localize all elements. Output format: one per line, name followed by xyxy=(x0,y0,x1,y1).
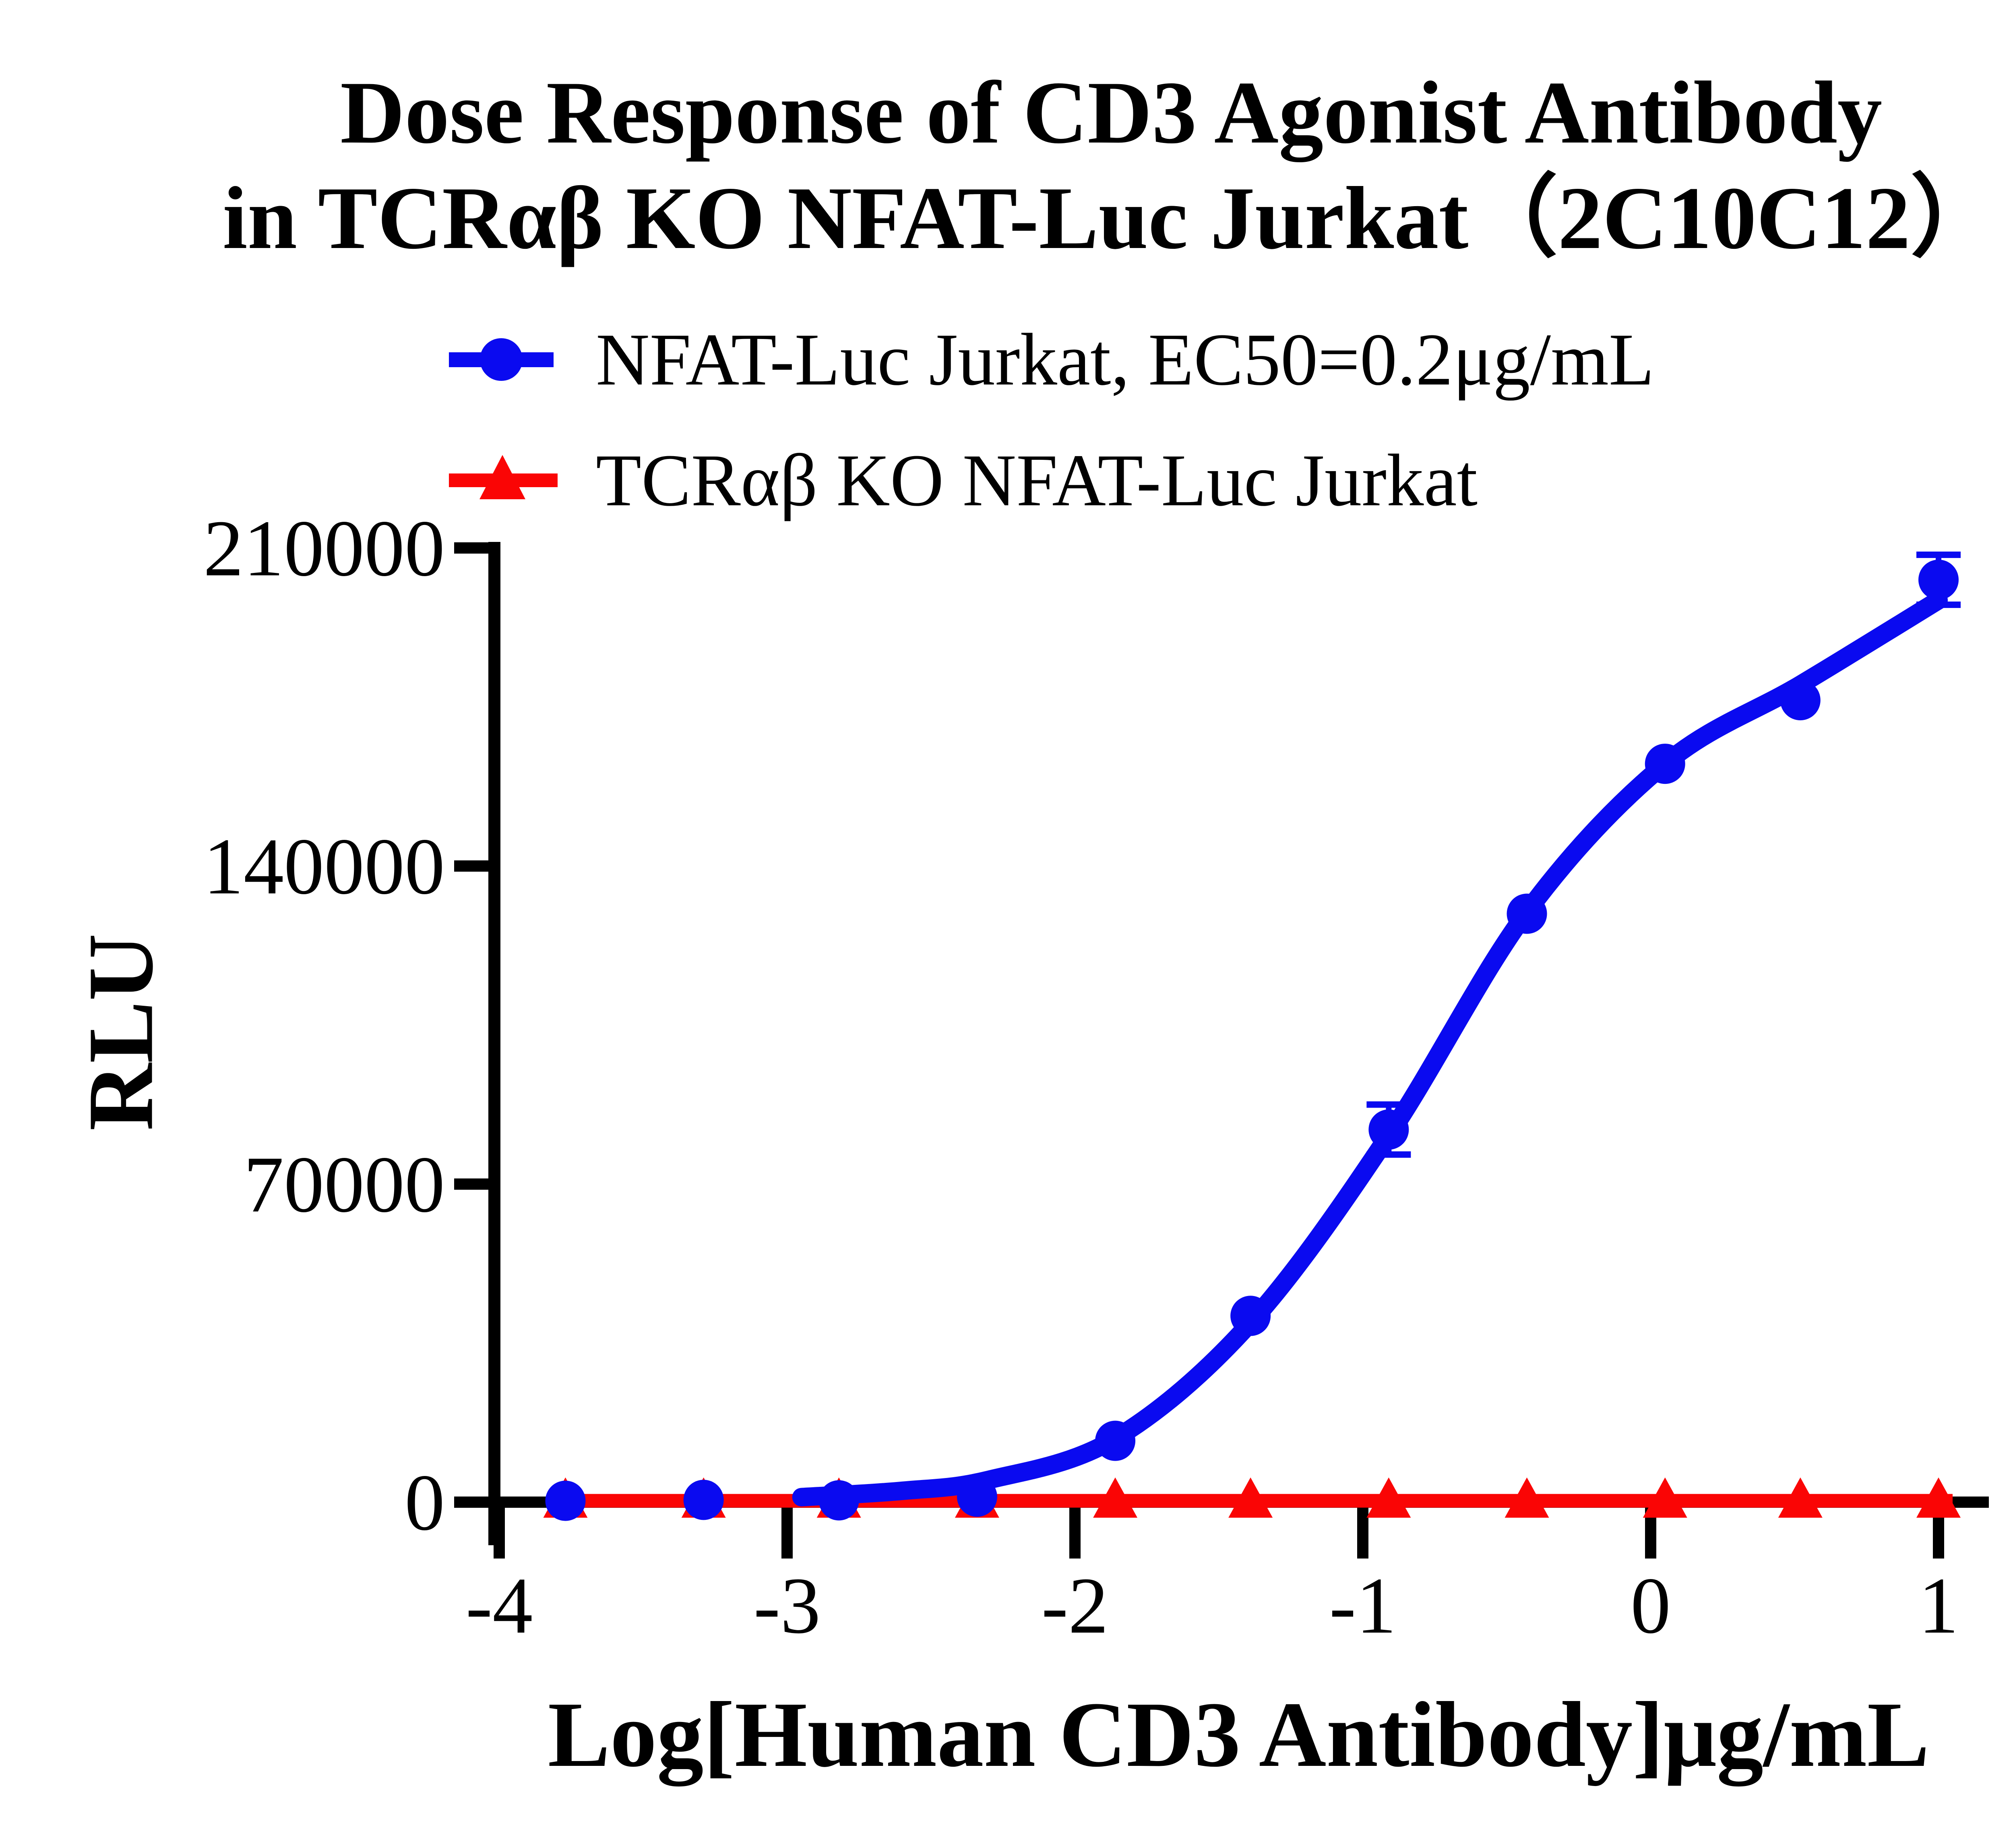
red-data-point xyxy=(1643,1477,1687,1518)
x-tick xyxy=(494,1502,505,1559)
red-data-point xyxy=(1778,1477,1823,1518)
y-tick xyxy=(454,860,488,872)
blue-data-point xyxy=(683,1480,724,1520)
y-axis-line xyxy=(488,542,500,1545)
y-tick xyxy=(454,1178,488,1190)
error-bar-cap xyxy=(1916,602,1961,608)
blue-circle-marker-icon xyxy=(449,338,554,381)
chart-title: Dose Response of CD3 Agonist Antibody in… xyxy=(72,60,2013,271)
x-tick xyxy=(1069,1502,1081,1559)
chart-title-line2: in TCRαβ KO NFAT-Luc Jurkat（2C10C12） xyxy=(222,168,2000,268)
error-bar-cap xyxy=(1366,1151,1411,1158)
y-tick-label: 0 xyxy=(405,1458,445,1547)
y-axis-title: RLU xyxy=(69,933,173,1131)
blue-data-point xyxy=(1645,744,1685,784)
y-tick-label: 140000 xyxy=(203,822,445,911)
x-tick-label: 1 xyxy=(1918,1561,1959,1650)
x-tick xyxy=(1357,1502,1368,1559)
error-bar-cap xyxy=(1366,1101,1411,1108)
red-data-point xyxy=(1228,1477,1273,1518)
red-triangle-marker-icon xyxy=(449,455,558,499)
blue-data-point xyxy=(1918,560,1959,600)
y-tick xyxy=(454,1497,488,1508)
blue-data-point xyxy=(1368,1109,1409,1150)
x-tick-label: -1 xyxy=(1329,1561,1397,1650)
red-data-point xyxy=(1093,1477,1138,1518)
x-tick xyxy=(781,1502,793,1559)
chart-title-line1: Dose Response of CD3 Agonist Antibody xyxy=(340,63,1883,162)
x-tick-label: -2 xyxy=(1042,1561,1109,1650)
y-tick-label: 210000 xyxy=(203,504,445,593)
red-data-point xyxy=(1505,1477,1549,1518)
blue-data-point xyxy=(1095,1420,1136,1461)
y-tick-label: 70000 xyxy=(244,1140,445,1229)
red-data-point xyxy=(1366,1477,1411,1518)
blue-data-point xyxy=(545,1480,586,1521)
blue-fit-curve xyxy=(792,591,1948,1507)
x-tick-label: 0 xyxy=(1631,1561,1671,1650)
legend-item-nfat-luc-jurkat: NFAT-Luc Jurkat, EC50=0.2μg/mL xyxy=(449,315,1654,404)
blue-data-point xyxy=(818,1480,859,1521)
legend-label: NFAT-Luc Jurkat, EC50=0.2μg/mL xyxy=(596,318,1654,401)
x-tick-label: -4 xyxy=(466,1561,533,1650)
blue-data-point xyxy=(1507,893,1547,934)
x-axis-title: Log[Human CD3 Antibody]μg/mL xyxy=(548,1683,1930,1786)
y-tick xyxy=(454,542,488,554)
x-tick-label: -3 xyxy=(754,1561,821,1650)
blue-data-point xyxy=(1780,680,1821,721)
error-bar-cap xyxy=(1916,551,1961,558)
blue-data-point xyxy=(957,1476,997,1517)
blue-data-point xyxy=(1230,1296,1271,1336)
legend-label: TCRαβ KO NFAT-Luc Jurkat xyxy=(596,439,1478,522)
red-data-point xyxy=(1916,1477,1961,1518)
legend-item-tcrab-ko: TCRαβ KO NFAT-Luc Jurkat xyxy=(449,436,1478,525)
